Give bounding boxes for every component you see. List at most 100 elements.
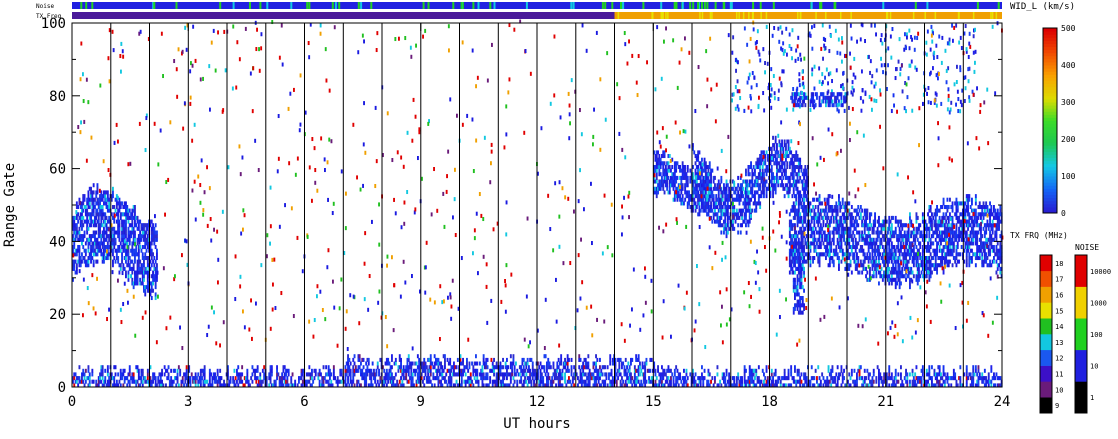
echo-cell [841,252,844,257]
echo-cell [401,368,404,373]
echo-cell [889,252,892,257]
echo-cell [208,368,211,373]
echo-cell [437,376,440,381]
echo-cell [278,383,281,388]
echo-cell [118,234,121,239]
echo-cell [513,372,516,377]
echo-cell [861,208,864,213]
echo-cell [233,379,236,384]
echo-cell [748,219,751,224]
echo-cell [772,154,774,159]
echo-cell [803,168,805,173]
echo-cell [838,372,840,377]
echo-cell [493,379,495,384]
echo-cell [108,237,111,242]
echo-cell [720,194,723,199]
echo-cell [114,197,117,202]
echo-cell [870,383,873,388]
echo-cell [128,266,131,271]
echo-cell [596,376,599,381]
echo-cell [763,194,765,199]
echo-cell [795,234,798,239]
echo-cell [683,172,685,177]
echo-cell [746,197,749,202]
echo-cell [123,219,126,224]
echo-cell [672,383,675,388]
echo-cell [685,194,688,199]
echo-cell [739,379,742,384]
echo-cell [974,383,977,388]
echo-cell [78,230,81,235]
echo-cell [905,379,907,384]
echo-cell [495,376,498,381]
echo-cell [370,368,373,373]
echo-cell [778,154,781,159]
echo-cell [114,365,117,370]
echo-cell [848,383,851,388]
echo-cell [101,252,104,257]
echo-cell [813,248,816,253]
echo-cell [809,379,812,384]
echo-cell [818,383,821,388]
echo-cell [631,357,634,362]
echo-cell [198,379,201,384]
echo-cell [747,165,750,170]
echo-cell [735,383,738,388]
echo-cell [683,379,685,384]
echo-cell [747,205,750,210]
echo-cell [521,361,524,366]
echo-cell [112,186,114,191]
echo-cell [110,237,113,242]
echo-cell [132,266,135,271]
echo-cell [146,226,149,231]
noise-status-dot [152,2,155,9]
echo-cell [804,212,807,217]
echo-cell [294,379,297,384]
echo-cell [874,245,876,250]
echo-cell [799,379,802,384]
echo-cell [752,172,755,177]
echo-cell [285,372,287,377]
echo-cell [883,248,886,253]
echo-cell [94,230,96,235]
echo-cell [524,379,526,384]
echo-cell [790,183,793,188]
echo-cell [664,165,667,170]
echo-cell [228,379,231,384]
echo-cell [973,372,976,377]
echo-cell [675,194,678,199]
echo-cell [787,179,790,184]
echo-cell [320,383,322,388]
echo-cell [857,241,860,246]
echo-cell [821,226,824,231]
echo-cell [854,379,857,384]
echo-cell [668,154,671,159]
echo-cell [894,383,897,388]
echo-cell [432,365,435,370]
echo-cell [134,248,136,253]
echo-cell [858,270,861,275]
echo-cell [724,379,727,384]
echo-cell [134,223,136,228]
echo-cell [761,165,764,170]
echo-cell [94,197,96,202]
echo-cell [101,223,104,228]
echo-cell [407,357,410,362]
echo-cell [609,372,612,377]
echo-cell [786,154,789,159]
echo-cell [716,215,719,220]
echo-cell [487,383,490,388]
echo-cell [311,376,313,381]
echo-cell [435,357,437,362]
echo-cell [347,379,349,384]
echo-cell [604,379,607,384]
echo-cell [865,274,867,279]
echo-cell [249,383,251,388]
echo-cell [322,365,325,370]
echo-cell [282,376,285,381]
echo-cell [994,383,997,388]
echo-cell [695,383,698,388]
echo-cell [298,379,300,384]
echo-cell [128,223,131,228]
echo-cell [695,205,698,210]
